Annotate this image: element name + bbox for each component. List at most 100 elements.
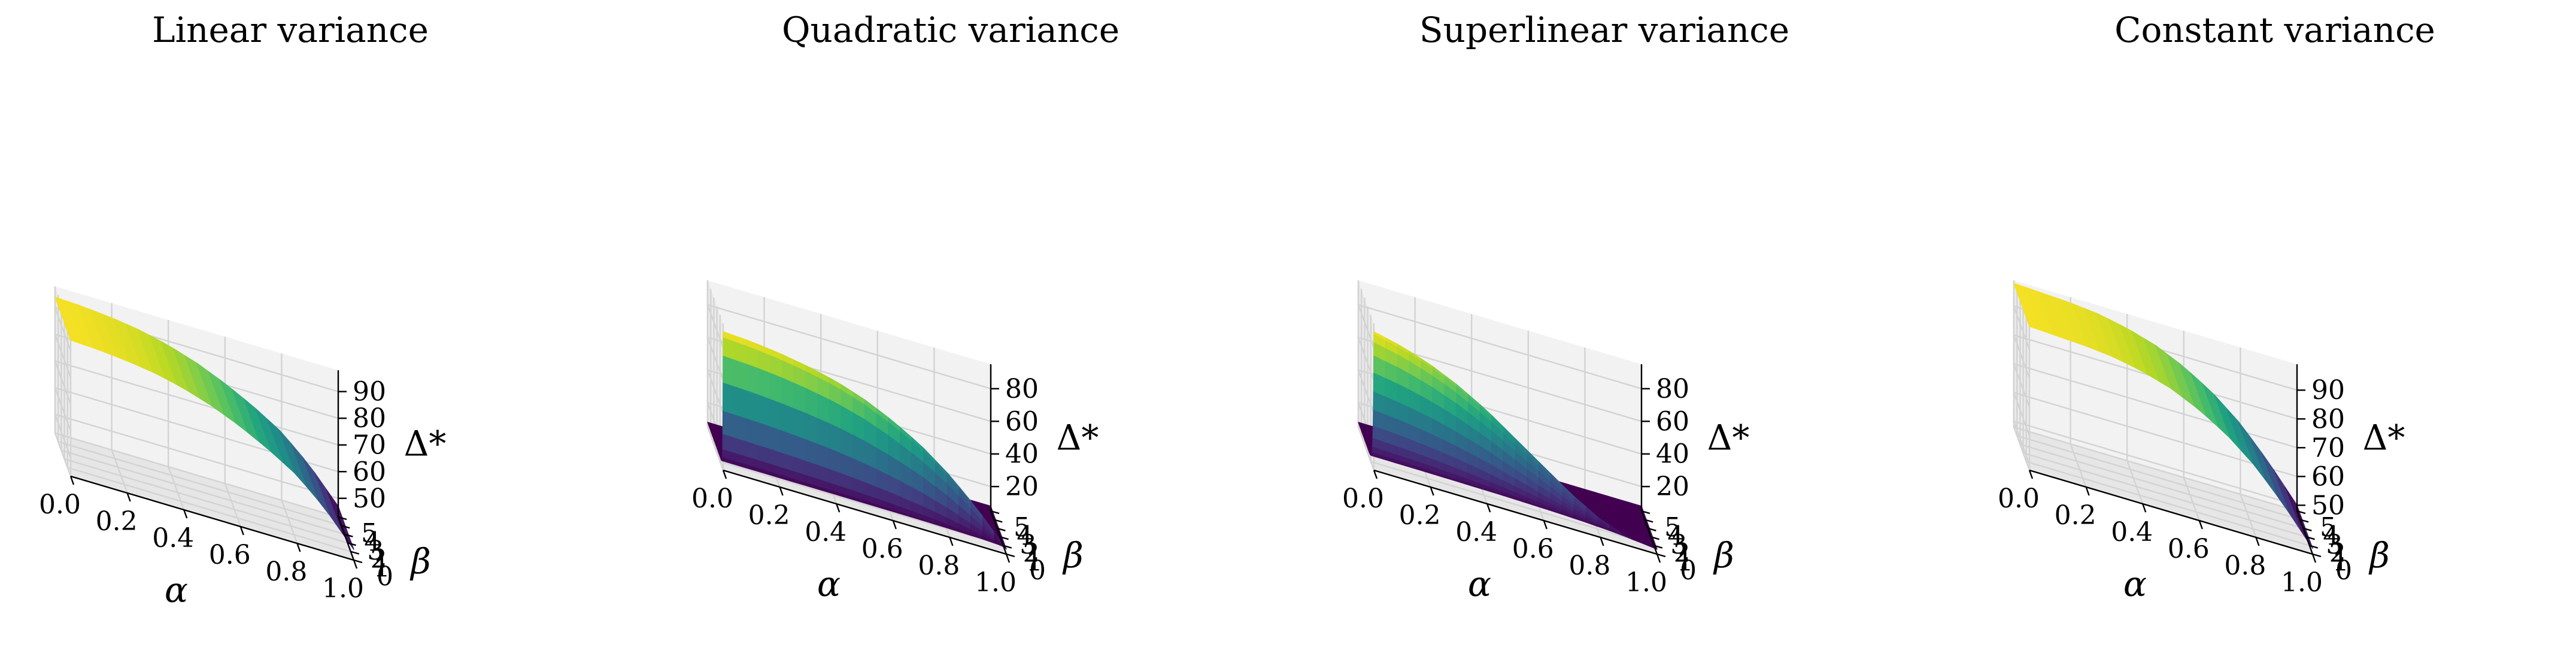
y-tick [2309,545,2319,549]
x-tick-label: 0.4 [1455,517,1497,548]
y-tick-label: 1 [1677,547,1694,578]
surface-patch [746,418,759,446]
subplot-title: Superlinear variance [1419,10,1789,50]
y-tick-label: 4 [1017,521,1033,551]
side-wall-pane [708,280,723,470]
surface-patch [769,425,782,453]
y-axis-line [337,516,355,561]
z-tick-label: 70 [353,430,386,461]
z-axis-label: Δ* [1057,418,1099,458]
y-tick [344,533,353,537]
x-tick [836,503,841,513]
z-tick-label: 40 [1656,439,1689,470]
x-tick [1543,520,1548,530]
gridline [1357,368,1642,455]
surface-patch [2182,397,2195,407]
z-axis-label: Δ* [404,424,447,464]
surface-patch [2289,512,2301,531]
y-tick-label: 4 [2323,521,2340,551]
y-tick [2299,519,2309,523]
y-tick-label: 0 [1680,555,1697,586]
gridline [706,336,991,422]
y-tick [350,551,360,555]
y-tick-label: 4 [364,527,381,557]
x-ticks: 0.0 0.2 0.4 0.6 0.8 1.0 [1998,470,2323,598]
surface-patch [1644,544,1658,550]
y-tick [2303,527,2312,531]
z-tick-label: 50 [353,483,386,514]
subplot-2: Quadratic variance 0.0 0.2 0.4 0.6 0.8 1.0 α 01… [691,10,1119,604]
y-tick-label: 5 [1014,512,1030,543]
z-tick-label: 80 [2311,404,2345,434]
y-tick [997,527,1006,531]
x-tick [1005,554,1011,563]
y-tick [353,559,363,564]
x-tick [1486,503,1491,513]
gridline [2025,315,2310,546]
x-tick-label: 0.8 [1568,551,1610,581]
surface-patch [2265,479,2278,497]
axis-lines [2029,364,2314,555]
z-axis-label: Δ* [1707,418,1750,458]
x-tick-label: 0.6 [2168,534,2210,564]
surface-patch [105,352,119,358]
x-axis-label: α [165,570,188,610]
y-tick-label: 3 [1020,530,1036,560]
gridline [54,386,339,473]
surface-patch [734,386,747,419]
x-tick-label: 1.0 [1625,567,1667,598]
gridline [54,306,339,392]
y-tick [1003,545,1012,549]
y-tick [1650,536,1659,540]
y-tick [993,519,1003,523]
z-tick-label: 80 [353,403,386,434]
z-tick-label: 50 [2311,490,2345,521]
x-tick [2085,486,2090,496]
x-tick [779,486,784,496]
floor-pane [55,433,354,560]
floor-pane [2014,427,2313,554]
gridline [2013,280,2298,512]
y-tick [1653,545,1663,549]
z-tick-label: 60 [353,456,386,487]
surface-patch [247,431,260,443]
surface [2013,283,2313,549]
y-tick [1644,519,1653,523]
x-tick [949,537,954,546]
y-axis-line [2296,510,2314,555]
y-tick-label: 0 [377,561,393,592]
axis-lines [70,370,355,561]
z-tick-label: 90 [2311,375,2345,406]
gridline [2016,289,2301,521]
x-tick-label: 0.2 [96,506,138,537]
y-tick-label: 0 [2335,555,2352,586]
gridline [2019,297,2304,529]
y-tick-label: 4 [1667,521,1684,551]
gridline [54,333,339,419]
y-tick [2306,536,2315,540]
x-tick [183,509,188,519]
x-ticks: 0.0 0.2 0.4 0.6 0.8 1.0 [691,470,1017,598]
z-tick-label: 80 [1005,374,1039,404]
y-tick [2296,510,2306,515]
y-tick [990,510,1000,515]
surface-patch [757,421,771,449]
x-tick [1430,486,1434,496]
x-tick-label: 0.8 [2224,551,2266,581]
x-tick-label: 0.4 [805,517,846,548]
z-tick-label: 60 [2311,461,2345,492]
surface-patch [2159,380,2172,389]
z-tick-label: 80 [1656,374,1689,404]
subplot-3: Superlinear variance 0.0 0.2 0.4 0.6 0.8 1.0 α… [1342,10,1789,604]
x-tick-label: 1.0 [975,567,1017,598]
surface-patch [758,394,771,427]
subplot-4: Constant variance 0.0 0.2 0.4 0.6 0.8 1.0 α 012… [1998,10,2435,604]
side-wall-pane [1358,280,1374,470]
x-axis-label: α [2123,564,2147,604]
x-tick [353,560,358,569]
surface [1358,331,1658,550]
y-tick-label: 2 [2329,538,2346,569]
